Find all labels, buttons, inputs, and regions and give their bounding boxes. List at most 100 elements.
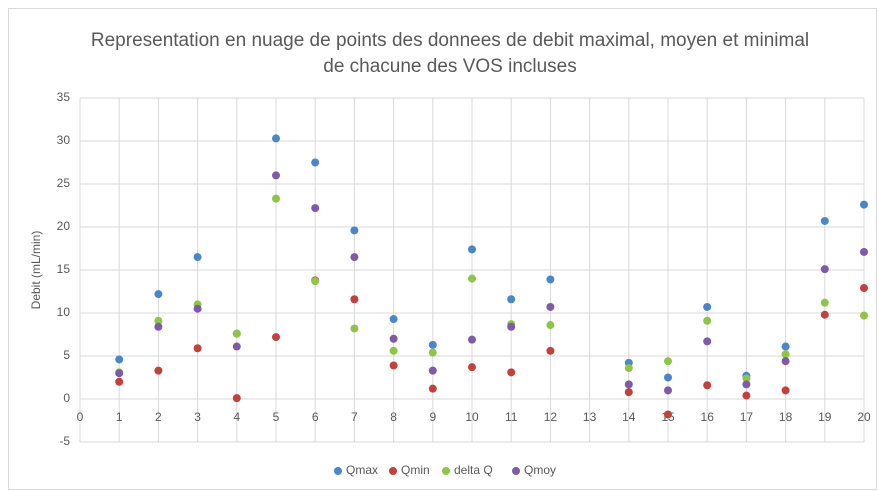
x-tick-label: 7 <box>351 410 358 424</box>
y-axis-label: Debit (mL/min) <box>29 231 43 310</box>
y-tick-label: 30 <box>57 133 71 147</box>
x-tick-label: 3 <box>194 410 201 424</box>
point <box>820 298 829 307</box>
point <box>350 226 359 235</box>
point <box>389 346 398 355</box>
point <box>820 310 829 319</box>
point <box>781 350 790 359</box>
x-tick-label: 11 <box>505 410 518 424</box>
point <box>154 290 163 299</box>
point <box>428 366 437 375</box>
y-tick-label: 15 <box>57 262 71 276</box>
point <box>115 355 124 364</box>
point <box>232 394 241 403</box>
point <box>115 377 124 386</box>
point <box>428 384 437 393</box>
point <box>311 277 320 286</box>
point <box>860 284 868 293</box>
point <box>350 324 359 333</box>
y-tick-label: 20 <box>57 219 71 233</box>
point <box>154 322 163 331</box>
point <box>703 302 712 311</box>
y-tick-label: -5 <box>59 434 70 448</box>
point <box>311 204 320 213</box>
x-tick-label: 13 <box>583 410 597 424</box>
x-tick-label: 12 <box>544 410 558 424</box>
point <box>193 304 202 313</box>
point <box>546 302 555 311</box>
point <box>272 333 280 342</box>
legend-label: Qmin <box>401 463 430 477</box>
point <box>468 245 476 254</box>
x-tick-label: 4 <box>233 410 240 424</box>
point <box>232 342 241 351</box>
point <box>781 386 790 395</box>
point <box>115 369 124 378</box>
point <box>507 322 516 331</box>
point <box>781 357 790 366</box>
point <box>272 134 280 143</box>
legend-marker <box>442 467 450 475</box>
legend-label: delta Q <box>454 463 493 477</box>
point <box>311 158 320 167</box>
x-tick-label: 20 <box>857 410 871 424</box>
legend-marker <box>512 467 520 475</box>
point <box>742 391 751 400</box>
point <box>820 265 829 274</box>
point <box>860 200 868 209</box>
point <box>389 334 398 343</box>
point <box>154 316 163 325</box>
point <box>507 295 516 304</box>
x-tick-label: 1 <box>116 410 123 424</box>
chart-title: Representation en nuage de points des do… <box>90 30 810 77</box>
point <box>664 386 672 395</box>
point <box>232 329 241 338</box>
point <box>389 361 398 370</box>
point <box>389 315 398 324</box>
point <box>507 368 516 377</box>
point <box>193 344 202 353</box>
x-tick-label: 19 <box>818 410 832 424</box>
point <box>664 410 672 419</box>
x-tick-label: 6 <box>312 410 319 424</box>
point <box>860 247 868 256</box>
point <box>428 340 437 349</box>
point <box>154 366 163 375</box>
point <box>703 337 712 346</box>
x-tick-label: 17 <box>740 410 754 424</box>
x-tick-label: 2 <box>155 410 162 424</box>
x-tick-label: 18 <box>779 410 793 424</box>
point <box>860 311 868 320</box>
y-tick-label: 25 <box>57 176 71 190</box>
point <box>350 295 359 304</box>
point <box>546 275 555 284</box>
point <box>193 253 202 262</box>
point <box>742 374 751 383</box>
y-tick-label: 5 <box>63 348 70 362</box>
point <box>624 364 633 373</box>
y-tick-label: 0 <box>63 391 70 405</box>
point <box>820 216 829 225</box>
x-tick-label: 10 <box>465 410 479 424</box>
point <box>624 380 633 389</box>
y-tick-label: 35 <box>57 90 71 104</box>
point <box>428 348 437 357</box>
legend-marker <box>389 467 397 475</box>
x-tick-label: 16 <box>701 410 715 424</box>
point <box>703 381 712 390</box>
point <box>468 335 476 344</box>
chart-border <box>8 8 877 490</box>
legend-label: Qmoy <box>524 463 556 477</box>
y-tick-label: 10 <box>57 305 71 319</box>
point <box>703 316 712 325</box>
point <box>272 171 280 180</box>
x-tick-label: 9 <box>429 410 436 424</box>
point <box>664 357 672 366</box>
point <box>742 380 751 389</box>
point <box>468 274 476 283</box>
legend-label: Qmax <box>346 463 378 477</box>
point <box>468 363 476 372</box>
x-tick-label: 0 <box>77 410 84 424</box>
